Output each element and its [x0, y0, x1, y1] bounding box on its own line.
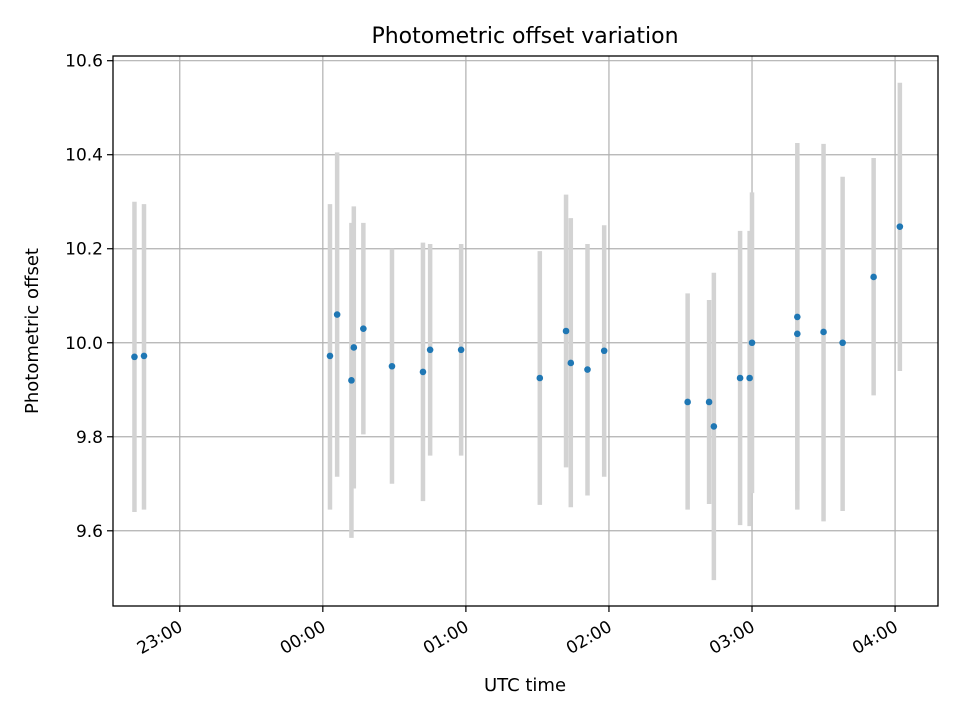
data-point: [419, 368, 427, 376]
x-tick-label: 23:00: [134, 617, 186, 659]
x-axis-ticks: 23:00 00:00 01:00 02:00 03:00 04:00: [134, 606, 902, 659]
x-tick-label: 03:00: [706, 617, 758, 659]
data-points: [131, 223, 904, 430]
data-point: [333, 311, 341, 318]
data-point: [140, 352, 148, 360]
x-tick-label: 04:00: [849, 617, 901, 659]
data-point: [350, 344, 358, 351]
data-point: [360, 325, 367, 332]
x-tick-label: 00:00: [277, 617, 329, 659]
data-point: [794, 330, 801, 338]
data-point: [426, 346, 434, 354]
data-point: [388, 362, 396, 370]
data-point: [820, 328, 827, 336]
data-point: [896, 223, 904, 230]
data-point: [584, 366, 591, 373]
data-point: [562, 327, 570, 335]
x-tick-label: 01:00: [420, 617, 472, 659]
data-point: [131, 353, 138, 361]
data-point: [326, 352, 334, 360]
y-axis-ticks: 9.6 9.8 10.0 10.2 10.4 10.6: [65, 52, 113, 542]
grid: [113, 56, 938, 606]
data-point: [794, 313, 801, 321]
y-tick-label: 10.0: [65, 334, 103, 354]
data-point: [567, 359, 575, 367]
data-point: [710, 423, 718, 430]
plot-frame: [112, 55, 939, 607]
y-tick-label: 10.6: [65, 52, 103, 72]
y-tick-label: 10.4: [65, 146, 103, 166]
data-point: [748, 339, 756, 347]
y-axis-label: Photometric offset: [22, 248, 43, 414]
data-point: [536, 374, 544, 382]
data-point: [870, 273, 877, 281]
data-point: [348, 377, 355, 384]
data-point: [746, 374, 753, 382]
x-axis-label: UTC time: [484, 675, 566, 696]
chart-title: Photometric offset variation: [371, 24, 678, 49]
data-point: [684, 398, 691, 406]
y-tick-label: 9.8: [76, 428, 103, 448]
error-bars: [132, 82, 903, 581]
data-point: [839, 339, 846, 347]
data-point: [457, 346, 465, 354]
y-tick-label: 10.2: [65, 240, 103, 260]
data-point: [705, 398, 713, 406]
data-point: [600, 347, 608, 355]
y-tick-label: 9.6: [76, 522, 103, 542]
data-point: [736, 374, 744, 382]
x-tick-label: 02:00: [563, 617, 615, 659]
